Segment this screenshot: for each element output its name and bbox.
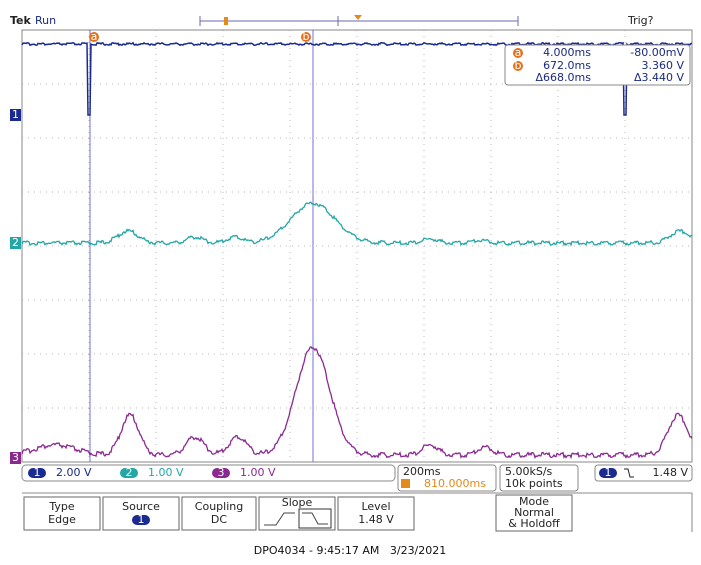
menu-mode[interactable]: Mode Normal & Holdoff: [495, 494, 573, 532]
readout-a-label: a: [515, 46, 522, 59]
graticule: [22, 30, 692, 462]
acquisition-box: [499, 464, 579, 492]
cursor-readout-box: [504, 44, 691, 86]
graticule-border: [21, 29, 693, 463]
menu-value: Normal: [514, 506, 554, 519]
readout-a-badge: [513, 48, 523, 58]
trigger-status: Trig?: [627, 14, 654, 27]
run-status: Run: [35, 14, 56, 27]
expansion-point: [354, 15, 362, 20]
menu-level[interactable]: Level 1.48 V: [337, 496, 415, 531]
trigger-source: 1: [605, 466, 612, 479]
ch1-badge: [28, 468, 46, 478]
channel-2-marker-label: 2: [12, 236, 19, 249]
ch2-badge: [120, 468, 138, 478]
trigger-position-mark: [224, 17, 228, 25]
readout-b-time: 672.0ms: [543, 59, 591, 72]
record-length: 10k points: [505, 477, 563, 490]
menu-value: 1: [138, 513, 145, 526]
menu-value: 1.48 V: [358, 513, 394, 526]
menu-type[interactable]: Type Edge: [23, 496, 101, 531]
falling-slope-icon: [302, 512, 328, 525]
trigger-position: 810.000ms: [424, 477, 486, 490]
menu-label: Type: [48, 500, 74, 513]
menu-slope[interactable]: Slope: [258, 496, 336, 531]
readout-a-time: 4.000ms: [543, 46, 591, 59]
trigger-box: [594, 464, 693, 482]
menu-label: Slope: [282, 496, 313, 509]
readout-delta-value: Δ3.440 V: [634, 71, 685, 84]
readout-delta-time: Δ668.0ms: [536, 71, 592, 84]
menu-extra: & Holdoff: [508, 517, 560, 530]
ch3-id: 3: [218, 466, 225, 479]
timebase: 200ms: [403, 465, 441, 478]
brand: Tek: [10, 14, 32, 27]
channel-3-marker-label: 3: [12, 451, 19, 464]
ch3-scale: 1.00 V: [240, 466, 276, 479]
sample-rate: 5.00kS/s: [505, 465, 553, 478]
cursor-b-badge: [301, 32, 311, 42]
ch1-id: 1: [34, 466, 41, 479]
readout-a-value: -80.00mV: [630, 46, 684, 59]
timebase-box: [397, 464, 497, 492]
readout-b-value: 3.360 V: [641, 59, 684, 72]
menu-source[interactable]: Source 1: [102, 496, 180, 531]
menu-label: Coupling: [195, 500, 243, 513]
menu-value: DC: [211, 513, 227, 526]
source-badge: [132, 515, 150, 525]
menu-button[interactable]: [337, 496, 415, 531]
channel-2-marker: [10, 237, 21, 249]
trigger-icon: [401, 479, 410, 488]
ch1-scale: 2.00 V: [56, 466, 92, 479]
channel-3-marker: [10, 452, 21, 464]
channel-1-trace: [21, 41, 693, 116]
caption: DPO4034 - 9:45:17 AM 3/23/2021: [254, 544, 447, 557]
readout-b-badge: [513, 61, 523, 71]
cursor-a-badge: [89, 32, 99, 42]
cursor-b-label: b: [303, 30, 310, 43]
trigger-slope-icon: [624, 468, 634, 478]
menu-button[interactable]: [181, 496, 257, 531]
menu-coupling[interactable]: Coupling DC: [181, 496, 257, 531]
channel-1-marker-label: 1: [12, 108, 19, 121]
ch3-badge: [212, 468, 230, 478]
channel-2-trace: [21, 201, 693, 247]
ch2-id: 2: [126, 466, 133, 479]
rising-slope-icon: [264, 512, 295, 526]
readout-b-label: b: [515, 59, 522, 72]
menu-button[interactable]: [495, 494, 573, 532]
ch2-scale: 1.00 V: [148, 466, 184, 479]
channel-3-trace: [21, 345, 693, 460]
menu-label: Mode: [519, 495, 549, 508]
trigger-level: 1.48 V: [652, 466, 688, 479]
menu-label: Level: [361, 500, 390, 513]
trigger-source-badge: [599, 468, 617, 478]
menu-value: Edge: [48, 513, 76, 526]
channel-1-marker: [10, 109, 21, 121]
menu-label: Source: [122, 500, 160, 513]
cursor-a-label: a: [91, 30, 98, 43]
menu-button[interactable]: [23, 496, 101, 531]
channel-status: [21, 464, 396, 482]
